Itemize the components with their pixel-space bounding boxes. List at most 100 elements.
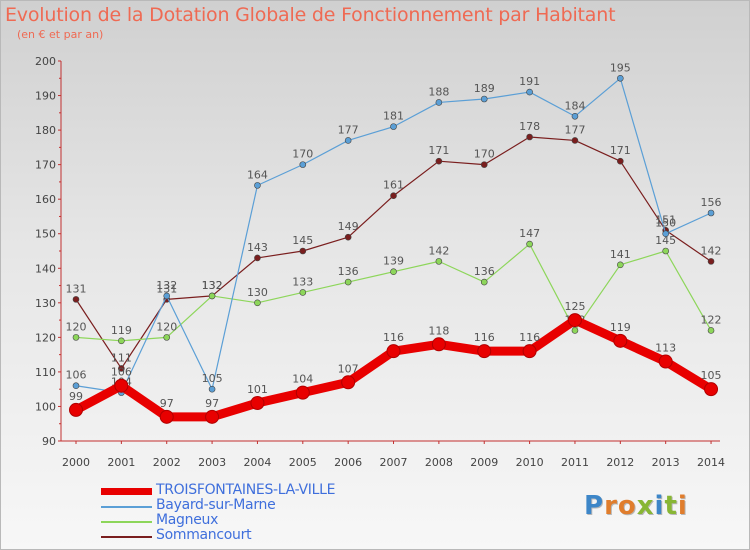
x-tick-label: 2011 <box>561 456 589 469</box>
data-label-bayard-sur-marne: 195 <box>610 61 631 74</box>
data-label-bayard-sur-marne: 184 <box>564 99 585 112</box>
data-label-bayard-sur-marne: 189 <box>474 82 495 95</box>
x-tick-label: 2004 <box>243 456 271 469</box>
data-label-magneux: 136 <box>338 265 359 278</box>
y-tick-label: 170 <box>35 159 56 172</box>
data-point-sommancourt <box>435 157 443 165</box>
data-label-sommancourt: 170 <box>474 148 495 161</box>
data-point-sommancourt <box>72 296 80 303</box>
data-label-bayard-sur-marne: 191 <box>519 75 540 88</box>
x-tick-label: 2006 <box>334 456 362 469</box>
x-tick-label: 2010 <box>516 456 544 469</box>
data-label-bayard-sur-marne: 105 <box>202 372 223 385</box>
data-label-bayard-sur-marne: 132 <box>156 279 177 292</box>
x-tick-label: 2009 <box>470 456 498 469</box>
series-bayard-sur-marne: 106 104 132 105 164 170 177 181 188 189 191 184 195 1… <box>66 61 722 396</box>
data-label-troisfontaines-la-ville: 99 <box>69 390 83 403</box>
data-label-bayard-sur-marne: 177 <box>338 123 359 136</box>
chart-title: Evolution de la Dotation Globale de Fonc… <box>5 4 616 26</box>
data-point-troisfontaines-la-ville <box>431 337 446 352</box>
data-point-bayard-sur-marne <box>617 74 624 82</box>
data-label-magneux: 120 <box>156 320 177 333</box>
x-tick-label: 2008 <box>425 456 453 469</box>
data-label-magneux: 142 <box>428 244 449 257</box>
data-label-sommancourt: 171 <box>610 144 631 157</box>
x-tick-label: 2012 <box>606 456 634 469</box>
x-tick-label: 2002 <box>153 456 181 469</box>
data-label-magneux: 120 <box>66 320 87 333</box>
series-troisfontaines-la-ville: 99 106 97 97 101 104 107 116 118 116 116 125 119 113 1… <box>69 300 722 424</box>
data-point-magneux <box>571 327 579 334</box>
data-point-troisfontaines-la-ville <box>69 402 83 417</box>
data-point-troisfontaines-la-ville <box>250 396 265 410</box>
data-label-bayard-sur-marne: 181 <box>383 110 404 123</box>
data-label-sommancourt: 171 <box>428 144 449 157</box>
x-tick-label: 2000 <box>62 456 90 469</box>
data-point-sommancourt <box>480 161 488 168</box>
data-point-bayard-sur-marne <box>344 137 352 144</box>
logo-letter: t <box>664 491 678 521</box>
data-point-sommancourt <box>617 157 624 165</box>
data-label-sommancourt: 145 <box>292 234 313 247</box>
data-point-bayard-sur-marne <box>163 292 171 300</box>
data-label-sommancourt: 178 <box>519 120 540 133</box>
x-tick-label: 2007 <box>380 456 408 469</box>
data-label-sommancourt: 161 <box>383 179 404 192</box>
data-point-magneux <box>163 334 171 341</box>
legend-label-sommancourt: Sommancourt <box>156 527 252 543</box>
legend-label-troisfontaines: TROISFONTAINES-LA-VILLE <box>156 482 336 498</box>
x-tick-label: 2013 <box>652 456 680 469</box>
data-point-magneux <box>617 261 624 269</box>
data-point-magneux <box>208 292 216 300</box>
data-point-troisfontaines-la-ville <box>522 344 537 359</box>
data-point-magneux <box>526 240 533 248</box>
data-label-troisfontaines-la-ville: 125 <box>564 300 585 313</box>
data-label-magneux: 130 <box>247 286 268 299</box>
data-point-bayard-sur-marne <box>662 230 669 238</box>
data-point-troisfontaines-la-ville <box>704 382 719 397</box>
data-point-magneux <box>390 268 397 276</box>
data-label-troisfontaines-la-ville: 101 <box>247 383 268 396</box>
data-point-troisfontaines-la-ville <box>295 385 310 400</box>
chart-axes: 90 100 110 120 130 140 150 160 170 180 190 200 2000 2… <box>35 55 725 469</box>
data-label-magneux: 119 <box>111 324 132 337</box>
data-label-troisfontaines-la-ville: 119 <box>610 321 631 334</box>
data-label-magneux: 145 <box>655 234 676 247</box>
data-label-troisfontaines-la-ville: 107 <box>338 362 359 375</box>
data-label-troisfontaines-la-ville: 116 <box>474 331 495 344</box>
data-point-magneux <box>254 299 261 307</box>
data-label-sommancourt: 177 <box>564 123 585 136</box>
data-point-magneux <box>480 278 488 286</box>
x-tick-label: 2014 <box>697 456 725 469</box>
data-label-magneux: 133 <box>292 275 313 288</box>
data-point-magneux <box>707 327 715 334</box>
data-label-troisfontaines-la-ville: 116 <box>519 331 540 344</box>
data-point-magneux <box>435 258 443 265</box>
data-label-magneux: 141 <box>610 248 631 261</box>
data-label-bayard-sur-marne: 156 <box>701 196 722 209</box>
logo-letter: i <box>677 491 688 521</box>
logo-letter: i <box>654 491 665 521</box>
data-label-troisfontaines-la-ville: 118 <box>428 324 449 337</box>
y-tick-label: 90 <box>42 435 56 448</box>
data-point-troisfontaines-la-ville <box>613 333 628 348</box>
legend-label-bayard: Bayard-sur-Marne <box>156 497 276 513</box>
data-point-sommancourt <box>571 137 579 144</box>
data-label-bayard-sur-marne: 106 <box>66 369 87 382</box>
data-label-sommancourt: 111 <box>111 351 132 364</box>
data-point-troisfontaines-la-ville <box>159 409 174 424</box>
logo-letter: P <box>584 491 605 521</box>
data-label-bayard-sur-marne: 188 <box>428 85 449 98</box>
data-label-sommancourt: 142 <box>701 244 722 257</box>
y-tick-label: 100 <box>35 400 56 413</box>
data-point-bayard-sur-marne <box>390 123 397 130</box>
data-point-magneux <box>299 289 307 296</box>
proxiti-logo: Proxiti <box>584 491 688 521</box>
y-tick-label: 190 <box>35 90 56 103</box>
y-tick-label: 180 <box>35 124 56 137</box>
data-label-troisfontaines-la-ville: 97 <box>205 397 219 410</box>
data-label-troisfontaines-la-ville: 97 <box>160 397 174 410</box>
